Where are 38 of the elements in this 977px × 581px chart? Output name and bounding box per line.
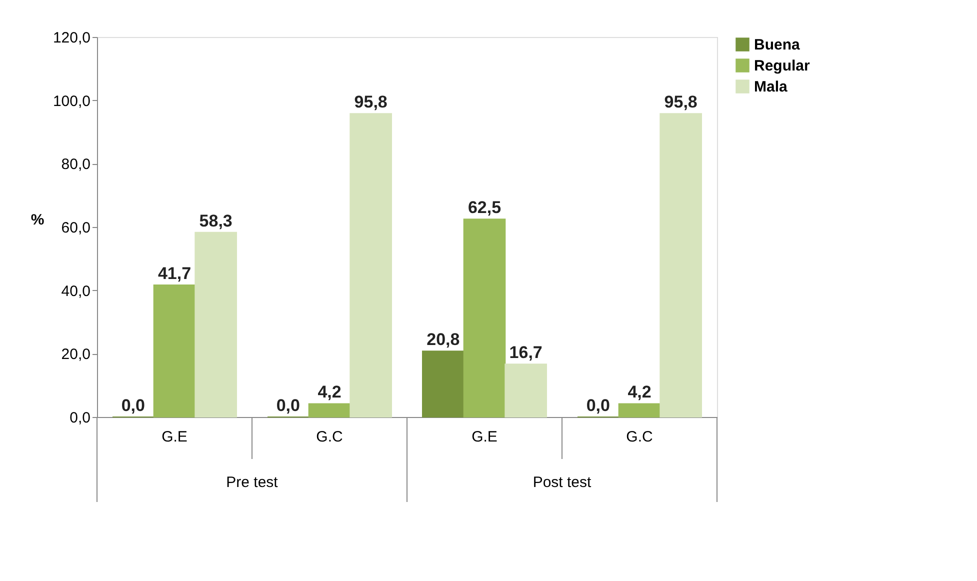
data-label: 4,2 xyxy=(318,382,342,402)
y-tick-label: 60,0 xyxy=(61,220,90,236)
y-tick-label: 100,0 xyxy=(52,92,90,110)
data-label: 62,5 xyxy=(468,198,502,218)
data-label: 16,7 xyxy=(509,343,542,362)
x-tick-label: G.C xyxy=(626,428,653,446)
legend-label: Mala xyxy=(754,78,788,96)
y-axis-title: % xyxy=(30,212,44,228)
data-label: 0,0 xyxy=(586,396,610,415)
x-tick-label: G.E xyxy=(472,428,498,446)
data-label: 95,8 xyxy=(664,92,698,112)
legend-label: Buena xyxy=(754,36,800,54)
text: Post test xyxy=(532,474,592,491)
data-label: 20,8 xyxy=(426,330,460,350)
data-label: 0,0 xyxy=(121,396,145,415)
legend-label: Regular xyxy=(754,58,810,74)
x-tick-label: G.C xyxy=(316,428,343,446)
data-label: 58,3 xyxy=(199,211,232,230)
y-tick-label: 0,0 xyxy=(70,410,90,426)
bar xyxy=(463,218,506,418)
bar xyxy=(194,232,237,418)
bar xyxy=(660,113,702,418)
data-label: 41,7 xyxy=(158,264,192,283)
y-tick-label: 120,0 xyxy=(52,30,90,46)
data-label: 0,0 xyxy=(276,396,300,415)
data-label: 4,2 xyxy=(628,382,652,402)
x-tick-label: G.E xyxy=(162,428,188,446)
bar xyxy=(422,350,464,418)
bar xyxy=(308,403,351,418)
y-tick-label: 20,0 xyxy=(61,346,90,364)
bar xyxy=(618,403,661,418)
y-tick-label: 80,0 xyxy=(61,156,90,174)
text: Pre test xyxy=(226,474,279,491)
bar xyxy=(350,113,392,418)
bar xyxy=(153,284,196,418)
y-tick-label: 40,0 xyxy=(61,282,90,300)
data-label: 95,8 xyxy=(354,92,388,112)
bar xyxy=(504,364,547,418)
